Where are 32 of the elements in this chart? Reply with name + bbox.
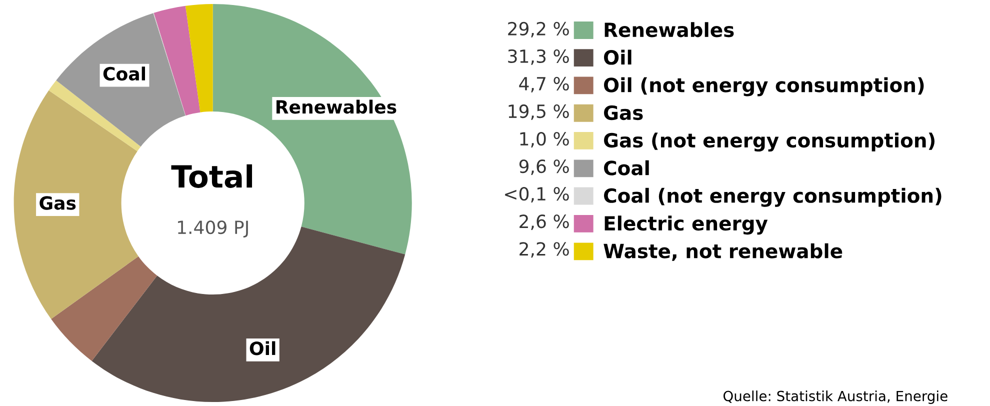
donut-slice [154,6,200,116]
data-label: 1,0 % [520,132,569,148]
donut-slice [48,80,141,152]
donut-slice [14,90,138,319]
data-label: 2,6 % [520,214,569,230]
legend-label: Oil [604,50,632,65]
data-label: 2,2 % [520,242,569,258]
data-label: 4,7 % [519,76,569,92]
donut-slice [56,13,186,147]
slice-label: Oil [250,341,276,356]
slice-label: Coal [103,66,145,81]
legend-label: Waste, not renewable [604,243,842,261]
data-label: 31,3 % [508,49,569,65]
legend-label: Coal [604,160,649,176]
text: 1.409 PJ [178,220,248,238]
data-label: <0,1 % [505,187,569,203]
donut-slice [153,12,186,116]
data-label: 19,5 % [508,104,569,120]
legend-label: Gas [604,105,643,120]
legend-label: Gas (not energy consumption) [604,132,934,152]
slice-label: Gas [40,196,76,210]
text: Total [171,164,252,188]
source-note: Quelle: Statistik Austria, Energie [723,390,948,404]
donut-slice [51,256,158,361]
legend-label: Electric energy [604,216,768,235]
slice-label: Renewables [276,100,396,114]
legend-label: Renewables [604,22,734,38]
donut-slice [185,4,213,112]
legend-label: Coal (not energy consumption) [604,188,942,207]
data-label: 9,6 % [519,159,569,175]
data-label: 29,2 % [508,22,569,38]
legend-label: Oil (not energy consumption) [604,77,924,96]
